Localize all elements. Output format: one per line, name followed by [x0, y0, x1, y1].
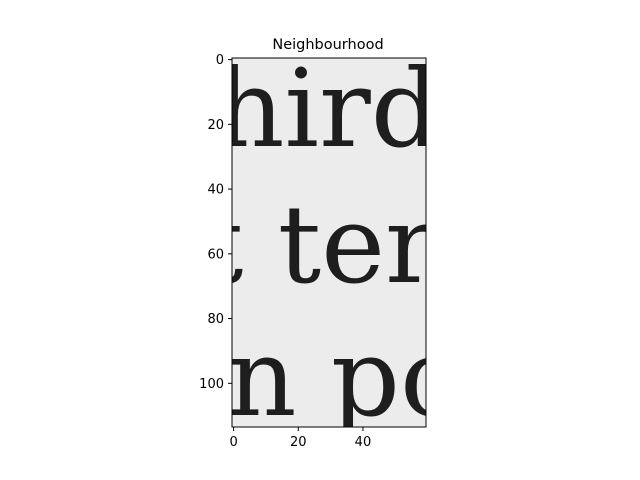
y-tick-label: 40	[207, 183, 224, 198]
y-tick-label: 0	[216, 53, 224, 68]
chart-title: Neighbourhood	[272, 37, 383, 53]
image-panel: hird- t ter n pc	[200, 47, 476, 441]
image-text-line-2: t ter	[200, 183, 437, 308]
y-tick-label: 60	[207, 247, 224, 262]
y-tick-label: 100	[199, 377, 224, 392]
y-tick-label: 80	[207, 312, 224, 327]
y-axis: 0 20 40 60 80 100	[199, 53, 232, 392]
image-text: hird- t ter n pc	[200, 47, 476, 441]
image-background	[232, 58, 426, 427]
x-tick-label: 20	[290, 435, 307, 450]
image-text-line-1: hird-	[215, 47, 476, 172]
x-tick-label: 40	[355, 435, 372, 450]
axes-frame	[231, 57, 427, 428]
x-tick-label: 0	[229, 435, 237, 450]
x-axis: 0 20 40	[229, 427, 371, 450]
image-text-line-3: n pc	[227, 316, 461, 441]
y-tick-label: 20	[207, 118, 224, 133]
